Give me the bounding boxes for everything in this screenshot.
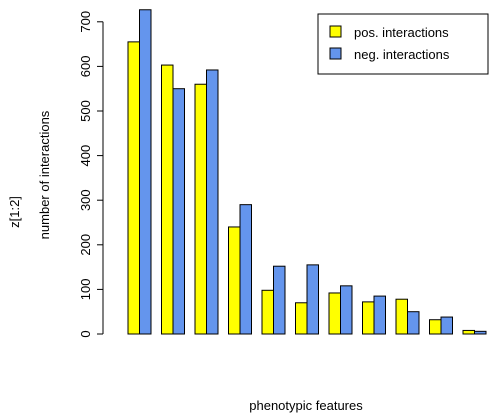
y-tick-label-100: 100 xyxy=(78,279,93,301)
bar-pos-5 xyxy=(261,289,274,335)
y-axis-outer-label: z[1:2] xyxy=(7,196,22,228)
bar-pos-9 xyxy=(395,298,408,335)
bar-neg-7 xyxy=(340,285,353,335)
legend-swatch-pos xyxy=(329,25,342,38)
bar-pos-4 xyxy=(228,226,241,335)
y-tick-label-200: 200 xyxy=(78,234,93,256)
bar-pos-1 xyxy=(127,41,140,335)
legend-label-pos: pos. interactions xyxy=(354,25,449,40)
bar-neg-2 xyxy=(172,88,185,335)
bar-neg-8 xyxy=(373,295,386,335)
y-axis-label: number of interactions xyxy=(37,110,52,239)
y-tick-label-300: 300 xyxy=(78,189,93,211)
x-axis-label: phenotypic features xyxy=(249,398,363,413)
bar-neg-4 xyxy=(239,204,252,335)
y-axis: 0 100 200 300 400 500 600 700 xyxy=(78,11,104,338)
legend-label-neg: neg. interactions xyxy=(354,47,450,62)
legend-box xyxy=(317,13,489,75)
bar-pos-3 xyxy=(194,83,207,335)
bar-pos-7 xyxy=(328,292,341,335)
y-tick-label-400: 400 xyxy=(78,145,93,167)
bar-neg-9 xyxy=(407,311,420,335)
bar-pos-11 xyxy=(462,329,475,335)
bar-pos-2 xyxy=(161,64,174,335)
bar-pos-10 xyxy=(429,319,442,335)
bar-neg-6 xyxy=(306,264,319,335)
y-tick-label-700: 700 xyxy=(78,11,93,33)
y-tick-label-0: 0 xyxy=(78,330,93,337)
bar-neg-3 xyxy=(206,69,219,335)
y-tick-label-600: 600 xyxy=(78,56,93,78)
bar-neg-1 xyxy=(139,9,152,335)
bar-neg-5 xyxy=(273,265,286,335)
legend: pos. interactions neg. interactions xyxy=(317,13,489,75)
y-tick-label-500: 500 xyxy=(78,100,93,122)
bar-neg-11 xyxy=(474,330,487,335)
legend-swatch-neg xyxy=(329,47,342,60)
bar-pos-6 xyxy=(295,302,308,335)
y-ticks: 0 100 200 300 400 500 600 700 xyxy=(78,11,103,338)
bar-pos-8 xyxy=(362,301,375,335)
bars-group xyxy=(127,9,487,335)
bar-neg-10 xyxy=(440,316,453,335)
